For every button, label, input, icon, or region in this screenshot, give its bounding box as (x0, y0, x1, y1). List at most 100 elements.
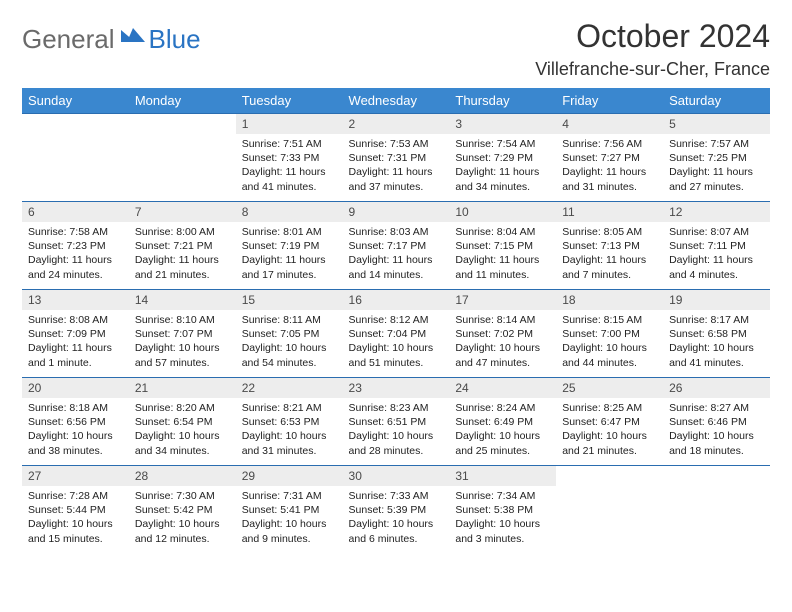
day-number: 8 (236, 202, 343, 222)
calendar-cell: 12Sunrise: 8:07 AMSunset: 7:11 PMDayligh… (663, 202, 770, 290)
day-number: 10 (449, 202, 556, 222)
sunrise-text: Sunrise: 8:23 AM (349, 401, 444, 415)
day-number: 17 (449, 290, 556, 310)
sunset-text: Sunset: 7:19 PM (242, 239, 337, 253)
calendar-cell (663, 466, 770, 554)
sunset-text: Sunset: 6:56 PM (28, 415, 123, 429)
daylight-text: Daylight: 10 hours and 3 minutes. (455, 517, 550, 545)
calendar-cell: 17Sunrise: 8:14 AMSunset: 7:02 PMDayligh… (449, 290, 556, 378)
daylight-text: Daylight: 11 hours and 21 minutes. (135, 253, 230, 281)
day-number: 3 (449, 114, 556, 134)
daylight-text: Daylight: 10 hours and 38 minutes. (28, 429, 123, 457)
day-header-row: SundayMondayTuesdayWednesdayThursdayFrid… (22, 88, 770, 114)
day-number: 12 (663, 202, 770, 222)
day-details: Sunrise: 8:21 AMSunset: 6:53 PMDaylight:… (236, 398, 343, 462)
sunset-text: Sunset: 7:04 PM (349, 327, 444, 341)
day-number: 24 (449, 378, 556, 398)
header: General Blue October 2024 Villefranche-s… (22, 18, 770, 80)
calendar-week: 27Sunrise: 7:28 AMSunset: 5:44 PMDayligh… (22, 466, 770, 554)
calendar-week: 6Sunrise: 7:58 AMSunset: 7:23 PMDaylight… (22, 202, 770, 290)
day-details: Sunrise: 8:17 AMSunset: 6:58 PMDaylight:… (663, 310, 770, 374)
sunset-text: Sunset: 6:58 PM (669, 327, 764, 341)
sunset-text: Sunset: 6:51 PM (349, 415, 444, 429)
daylight-text: Daylight: 10 hours and 41 minutes. (669, 341, 764, 369)
calendar-cell (22, 114, 129, 202)
calendar-cell: 9Sunrise: 8:03 AMSunset: 7:17 PMDaylight… (343, 202, 450, 290)
calendar-cell: 24Sunrise: 8:24 AMSunset: 6:49 PMDayligh… (449, 378, 556, 466)
calendar-cell: 27Sunrise: 7:28 AMSunset: 5:44 PMDayligh… (22, 466, 129, 554)
day-number: 13 (22, 290, 129, 310)
logo: General Blue (22, 24, 201, 55)
daylight-text: Daylight: 10 hours and 25 minutes. (455, 429, 550, 457)
calendar-cell: 28Sunrise: 7:30 AMSunset: 5:42 PMDayligh… (129, 466, 236, 554)
sunset-text: Sunset: 7:25 PM (669, 151, 764, 165)
sunset-text: Sunset: 5:38 PM (455, 503, 550, 517)
sunrise-text: Sunrise: 7:34 AM (455, 489, 550, 503)
sunset-text: Sunset: 7:21 PM (135, 239, 230, 253)
day-header: Friday (556, 88, 663, 114)
day-number: 28 (129, 466, 236, 486)
calendar-cell: 20Sunrise: 8:18 AMSunset: 6:56 PMDayligh… (22, 378, 129, 466)
day-number: 9 (343, 202, 450, 222)
sunset-text: Sunset: 6:54 PM (135, 415, 230, 429)
sunset-text: Sunset: 6:47 PM (562, 415, 657, 429)
calendar-cell: 26Sunrise: 8:27 AMSunset: 6:46 PMDayligh… (663, 378, 770, 466)
day-details: Sunrise: 7:31 AMSunset: 5:41 PMDaylight:… (236, 486, 343, 550)
sunset-text: Sunset: 7:31 PM (349, 151, 444, 165)
calendar-cell: 13Sunrise: 8:08 AMSunset: 7:09 PMDayligh… (22, 290, 129, 378)
calendar-cell: 22Sunrise: 8:21 AMSunset: 6:53 PMDayligh… (236, 378, 343, 466)
day-number: 15 (236, 290, 343, 310)
calendar-table: SundayMondayTuesdayWednesdayThursdayFrid… (22, 88, 770, 554)
sunset-text: Sunset: 7:05 PM (242, 327, 337, 341)
sunset-text: Sunset: 7:23 PM (28, 239, 123, 253)
calendar-cell: 29Sunrise: 7:31 AMSunset: 5:41 PMDayligh… (236, 466, 343, 554)
day-number: 16 (343, 290, 450, 310)
sunset-text: Sunset: 7:17 PM (349, 239, 444, 253)
daylight-text: Daylight: 11 hours and 7 minutes. (562, 253, 657, 281)
logo-text-blue: Blue (149, 24, 201, 55)
calendar-cell: 19Sunrise: 8:17 AMSunset: 6:58 PMDayligh… (663, 290, 770, 378)
calendar-cell: 15Sunrise: 8:11 AMSunset: 7:05 PMDayligh… (236, 290, 343, 378)
sunrise-text: Sunrise: 8:24 AM (455, 401, 550, 415)
day-number: 11 (556, 202, 663, 222)
day-details: Sunrise: 8:14 AMSunset: 7:02 PMDaylight:… (449, 310, 556, 374)
calendar-cell: 23Sunrise: 8:23 AMSunset: 6:51 PMDayligh… (343, 378, 450, 466)
day-number: 30 (343, 466, 450, 486)
sunrise-text: Sunrise: 8:27 AM (669, 401, 764, 415)
sunrise-text: Sunrise: 8:04 AM (455, 225, 550, 239)
day-details: Sunrise: 8:11 AMSunset: 7:05 PMDaylight:… (236, 310, 343, 374)
daylight-text: Daylight: 11 hours and 14 minutes. (349, 253, 444, 281)
calendar-cell: 5Sunrise: 7:57 AMSunset: 7:25 PMDaylight… (663, 114, 770, 202)
sunset-text: Sunset: 6:53 PM (242, 415, 337, 429)
sunset-text: Sunset: 7:27 PM (562, 151, 657, 165)
day-number: 2 (343, 114, 450, 134)
day-details: Sunrise: 8:15 AMSunset: 7:00 PMDaylight:… (556, 310, 663, 374)
day-number: 21 (129, 378, 236, 398)
sunrise-text: Sunrise: 7:54 AM (455, 137, 550, 151)
calendar-cell: 30Sunrise: 7:33 AMSunset: 5:39 PMDayligh… (343, 466, 450, 554)
sunset-text: Sunset: 7:11 PM (669, 239, 764, 253)
daylight-text: Daylight: 10 hours and 31 minutes. (242, 429, 337, 457)
sunrise-text: Sunrise: 7:33 AM (349, 489, 444, 503)
sunset-text: Sunset: 7:02 PM (455, 327, 550, 341)
day-details: Sunrise: 7:33 AMSunset: 5:39 PMDaylight:… (343, 486, 450, 550)
logo-triangle-icon (121, 24, 147, 49)
day-header: Monday (129, 88, 236, 114)
daylight-text: Daylight: 10 hours and 9 minutes. (242, 517, 337, 545)
day-header: Sunday (22, 88, 129, 114)
sunrise-text: Sunrise: 8:12 AM (349, 313, 444, 327)
day-number: 23 (343, 378, 450, 398)
calendar-week: 1Sunrise: 7:51 AMSunset: 7:33 PMDaylight… (22, 114, 770, 202)
calendar-week: 20Sunrise: 8:18 AMSunset: 6:56 PMDayligh… (22, 378, 770, 466)
sunrise-text: Sunrise: 8:25 AM (562, 401, 657, 415)
calendar-cell (556, 466, 663, 554)
day-number: 31 (449, 466, 556, 486)
day-number: 20 (22, 378, 129, 398)
day-details: Sunrise: 7:34 AMSunset: 5:38 PMDaylight:… (449, 486, 556, 550)
calendar-cell (129, 114, 236, 202)
daylight-text: Daylight: 10 hours and 54 minutes. (242, 341, 337, 369)
day-header: Wednesday (343, 88, 450, 114)
title-block: October 2024 Villefranche-sur-Cher, Fran… (535, 18, 770, 80)
day-details: Sunrise: 8:08 AMSunset: 7:09 PMDaylight:… (22, 310, 129, 374)
calendar-cell: 16Sunrise: 8:12 AMSunset: 7:04 PMDayligh… (343, 290, 450, 378)
